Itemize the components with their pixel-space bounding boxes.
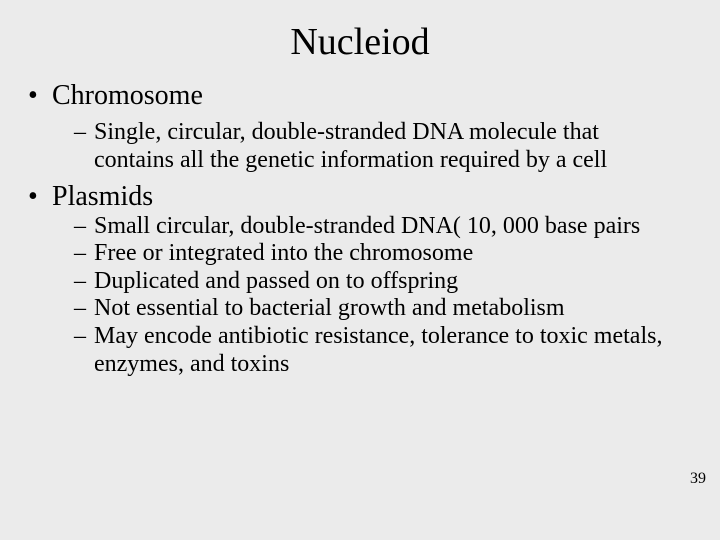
section-item-text: Small circular, double-stranded DNA( 10,… xyxy=(94,213,670,241)
slide-content: • Chromosome – Single, circular, double-… xyxy=(0,80,720,378)
section-heading-chromosome: • Chromosome xyxy=(28,80,700,112)
section-item-text: Free or integrated into the chromosome xyxy=(94,240,503,268)
dash-marker: – xyxy=(74,268,94,296)
section-item-text: Single, circular, double-stranded DNA mo… xyxy=(94,118,700,175)
section-item: – Small circular, double-stranded DNA( 1… xyxy=(74,213,700,241)
section-item-text: Duplicated and passed on to offspring xyxy=(94,268,488,296)
dash-marker: – xyxy=(74,118,94,175)
section-item: – Free or integrated into the chromosome xyxy=(74,240,700,268)
section-item-text: May encode antibiotic resistance, tolera… xyxy=(94,323,700,378)
section-item-text: Not essential to bacterial growth and me… xyxy=(94,295,595,323)
dash-marker: – xyxy=(74,213,94,241)
section-heading-text: Plasmids xyxy=(52,181,153,213)
bullet-marker: • xyxy=(28,181,52,213)
section-item: – May encode antibiotic resistance, tole… xyxy=(74,323,700,378)
page-number: 39 xyxy=(690,470,706,488)
section-item: – Duplicated and passed on to offspring xyxy=(74,268,700,296)
section-heading-plasmids: • Plasmids xyxy=(28,181,700,213)
section-item: – Single, circular, double-stranded DNA … xyxy=(74,118,700,175)
dash-marker: – xyxy=(74,295,94,323)
section-item: – Not essential to bacterial growth and … xyxy=(74,295,700,323)
bullet-marker: • xyxy=(28,80,52,112)
section-heading-text: Chromosome xyxy=(52,80,203,112)
slide-title: Nucleiod xyxy=(0,0,720,74)
dash-marker: – xyxy=(74,323,94,378)
dash-marker: – xyxy=(74,240,94,268)
